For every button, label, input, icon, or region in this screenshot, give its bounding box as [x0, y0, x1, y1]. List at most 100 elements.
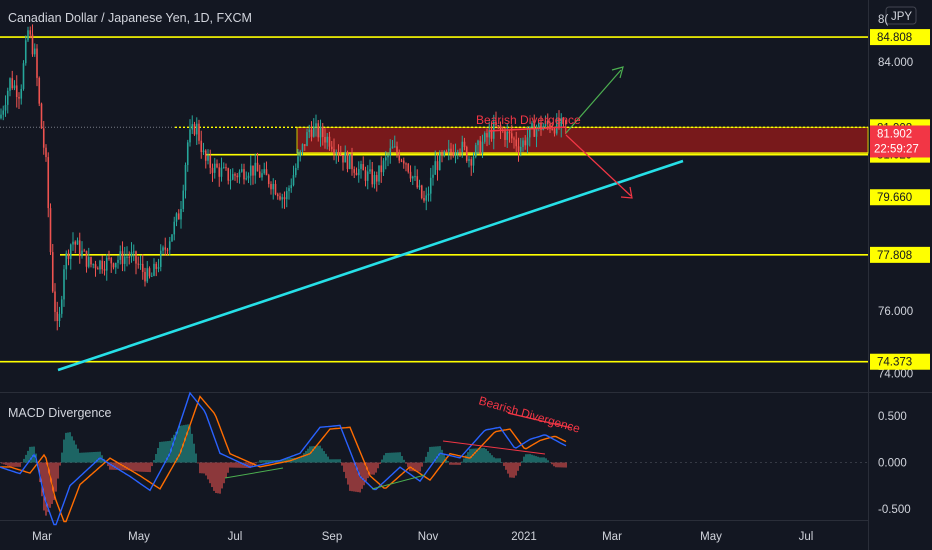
macd-tick-label: -0.500: [878, 504, 911, 516]
price-level-lines: [0, 36, 868, 363]
candle-body: [353, 169, 356, 173]
candle-body: [150, 275, 153, 277]
candle-body: [506, 131, 509, 140]
macd-pane-title: MACD Divergence: [8, 406, 112, 420]
resistance-zone: [296, 126, 869, 154]
candle-body: [236, 175, 239, 178]
candle-body: [427, 193, 430, 196]
candle-body: [387, 155, 389, 158]
candle-body: [276, 194, 279, 197]
candle-body: [159, 250, 162, 267]
candle-body: [281, 197, 284, 200]
candle-body: [11, 78, 14, 89]
candle-body: [87, 257, 90, 267]
time-axis[interactable]: Mar May Jul Sep Nov 2021 Mar May Jul: [32, 531, 813, 543]
time-tick-label: Jul: [228, 531, 243, 543]
candle-body: [29, 30, 32, 35]
candle-body: [470, 159, 473, 166]
candle-body: [378, 165, 380, 182]
candle-body: [465, 147, 468, 161]
time-tick-label: Mar: [32, 531, 52, 543]
candle-body: [231, 174, 234, 180]
candle-body: [191, 124, 194, 130]
time-tick-label: Jul: [799, 531, 814, 543]
candle-body: [24, 40, 27, 64]
candle-body: [346, 152, 349, 169]
candle-body: [562, 118, 565, 121]
candle-body: [310, 129, 313, 137]
candle-body: [324, 136, 326, 143]
candle-body: [366, 171, 369, 181]
candle-body: [544, 120, 547, 127]
candle-body: [362, 164, 365, 171]
candle-body: [234, 174, 236, 176]
candle-body: [92, 264, 95, 266]
candle-body: [360, 164, 362, 169]
candle-body: [420, 185, 423, 199]
candle-body: [400, 160, 403, 162]
candle-body: [553, 129, 556, 134]
macd-support-line-2: [371, 474, 426, 490]
candle-body: [137, 263, 140, 265]
candle-body: [270, 184, 272, 190]
candle-body: [195, 123, 198, 135]
candle-body: [342, 155, 344, 163]
trendline: [57, 159, 684, 372]
candle-body: [229, 179, 232, 181]
candle-body: [76, 240, 79, 245]
candle-body: [33, 48, 36, 55]
candle-body: [139, 263, 142, 265]
current-price-tag: [870, 125, 930, 158]
candle-body: [407, 163, 410, 172]
candle-body: [299, 150, 302, 157]
candle-body: [18, 96, 20, 99]
price-divergence-line: [488, 126, 567, 132]
candle-body: [510, 133, 513, 139]
candle-body: [243, 169, 245, 180]
candle-body: [182, 190, 185, 209]
candle-body: [157, 266, 160, 269]
candle-body: [414, 176, 416, 178]
candle-body: [513, 138, 515, 140]
candle-body: [146, 268, 149, 282]
candle-body: [348, 154, 351, 169]
candle-body: [450, 148, 452, 153]
candle-body: [436, 161, 439, 171]
candle-body: [254, 162, 257, 176]
candle-body: [555, 117, 558, 134]
candle-body: [411, 176, 414, 179]
candle-body: [47, 157, 50, 209]
time-tick-label: 2021: [511, 531, 537, 543]
candle-body: [452, 152, 455, 156]
candle-body: [83, 250, 86, 252]
candle-body: [204, 150, 207, 161]
candle-body: [171, 234, 173, 242]
candle-body: [15, 85, 18, 97]
candle-body: [382, 160, 385, 173]
price-tag-77.808: [870, 246, 930, 263]
candle-body: [416, 176, 419, 188]
price-axis[interactable]: 84.00076.00074.000JPY8(84.80881.90881.02…: [870, 6, 930, 516]
candle-body: [432, 174, 434, 178]
projection-arrows: Bearish Divergence: [476, 66, 633, 199]
candle-body: [20, 88, 23, 99]
candle-body: [549, 124, 551, 129]
candle-body: [148, 268, 151, 277]
candle-body: [560, 118, 563, 127]
candle-body: [306, 132, 308, 146]
candle-body: [198, 123, 200, 141]
candle-body: [344, 152, 347, 163]
candle-body: [40, 103, 43, 129]
candle-body: [454, 152, 457, 156]
candle-body: [355, 172, 358, 176]
candle-body: [456, 151, 459, 153]
candle-body: [227, 168, 230, 181]
candle-body: [333, 149, 335, 154]
candle-body: [459, 151, 461, 153]
candle-body: [522, 140, 524, 147]
candle-body: [357, 168, 360, 176]
candle-body: [49, 208, 52, 253]
candle-body: [337, 152, 340, 156]
candle-body: [36, 48, 38, 78]
